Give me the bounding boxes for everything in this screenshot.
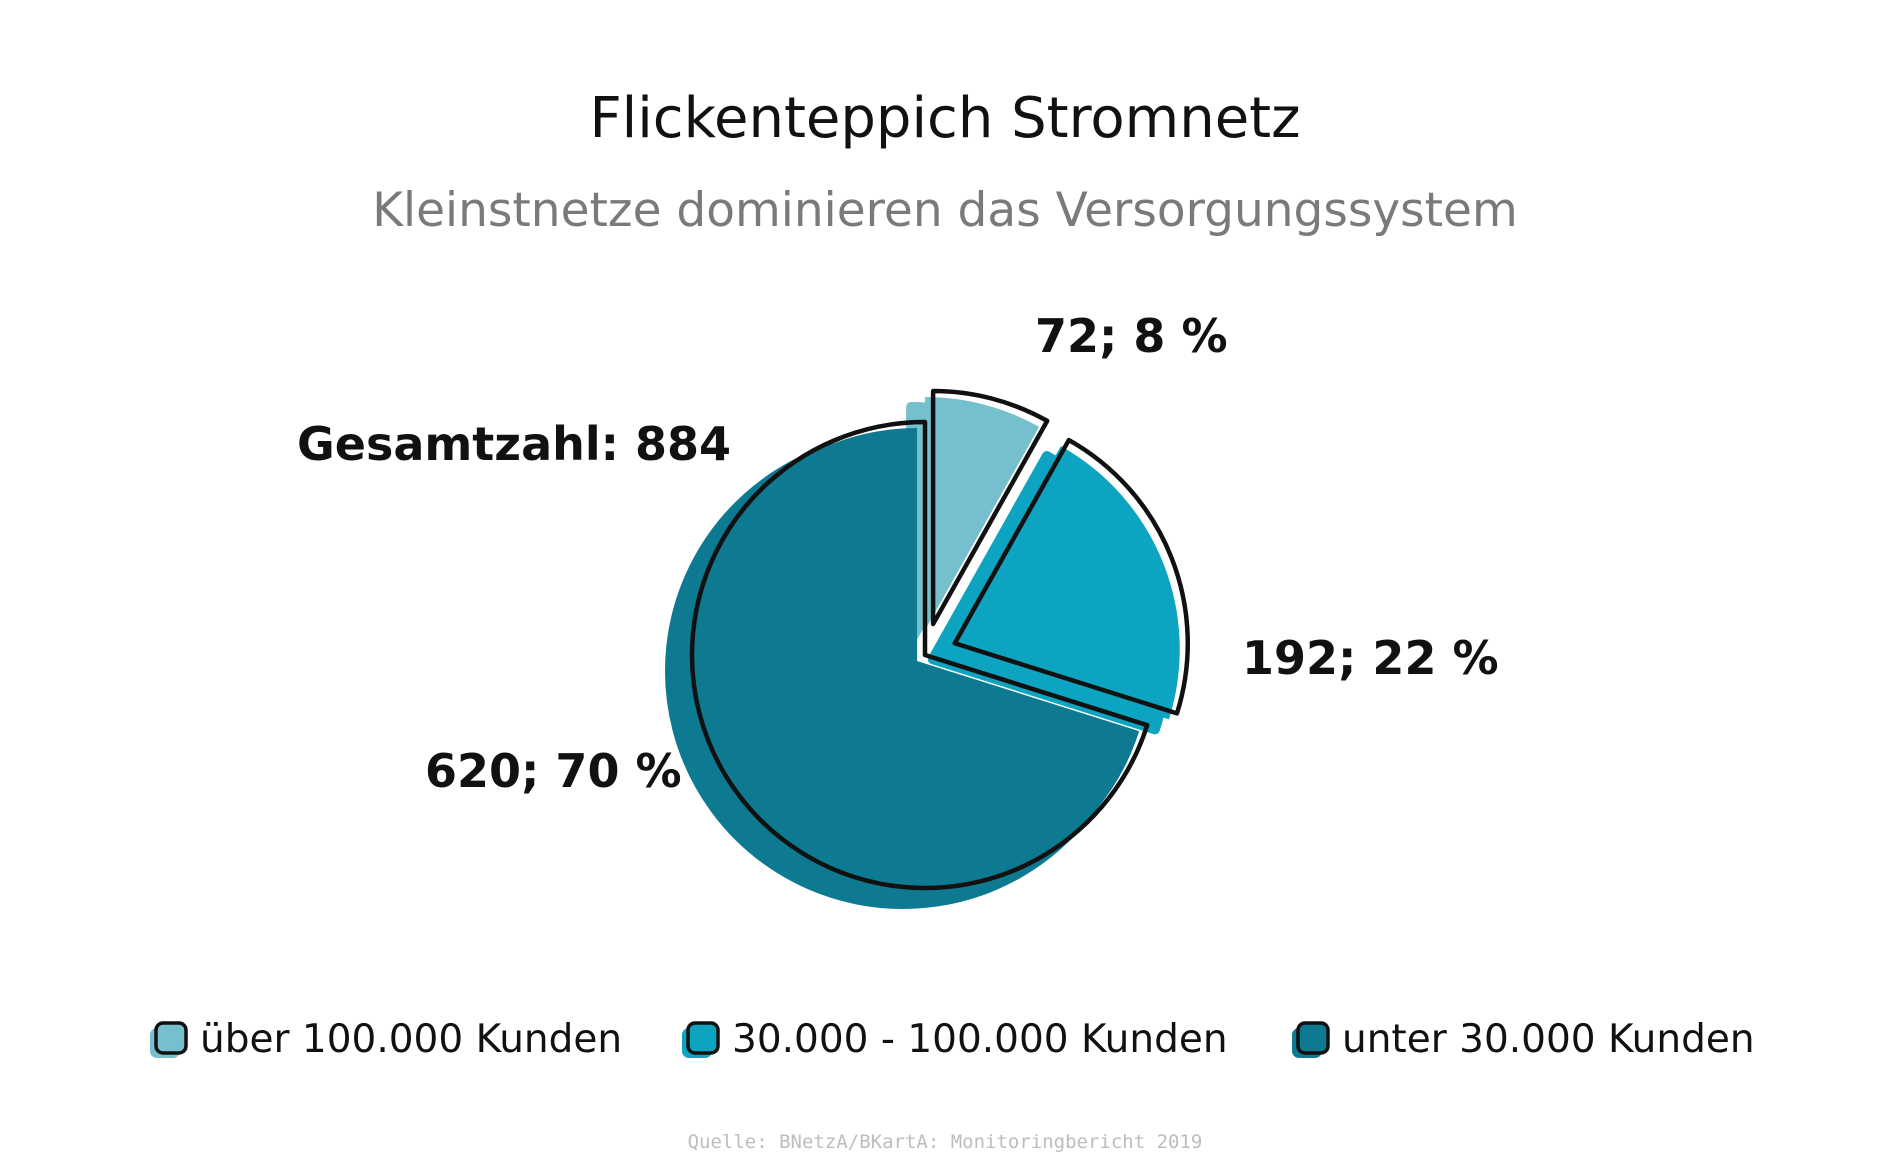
slice-label-small-nets: 620; 70 % <box>425 744 682 798</box>
slice-small-nets-outline <box>689 419 1150 891</box>
slice-label-large-nets: 72; 8 % <box>1035 309 1228 363</box>
slice-medium-nets <box>946 446 1180 720</box>
legend-label: 30.000 - 100.000 Kunden <box>732 1017 1228 1062</box>
legend: über 100.000 Kunden 30.000 - 100.000 Kun… <box>150 1017 1755 1062</box>
legend-item-medium-nets: 30.000 - 100.000 Kunden <box>682 1017 1228 1062</box>
slice-small-nets <box>684 428 1140 894</box>
legend-swatch <box>686 1021 720 1055</box>
slice-medium-nets-outline <box>952 437 1190 716</box>
pie-slices <box>665 388 1190 909</box>
chart-subtitle: Kleinstnetze dominieren das Versorgungss… <box>372 183 1518 238</box>
chart-title: Flickenteppich Stromnetz <box>589 86 1300 151</box>
total-label: Gesamtzahl: 884 <box>297 417 731 471</box>
source-note: Quelle: BNetzA/BKartA: Monitoringbericht… <box>688 1131 1203 1153</box>
slice-large-nets <box>925 397 1040 631</box>
slice-label-medium-nets: 192; 22 % <box>1242 631 1499 685</box>
legend-item-small-nets: unter 30.000 Kunden <box>1292 1017 1755 1062</box>
slice-large-nets-outline <box>930 388 1050 627</box>
legend-swatch <box>1296 1021 1330 1055</box>
legend-item-large-nets: über 100.000 Kunden <box>150 1017 622 1062</box>
legend-label: unter 30.000 Kunden <box>1342 1017 1755 1062</box>
legend-label: über 100.000 Kunden <box>200 1017 622 1062</box>
legend-swatch <box>154 1021 188 1055</box>
